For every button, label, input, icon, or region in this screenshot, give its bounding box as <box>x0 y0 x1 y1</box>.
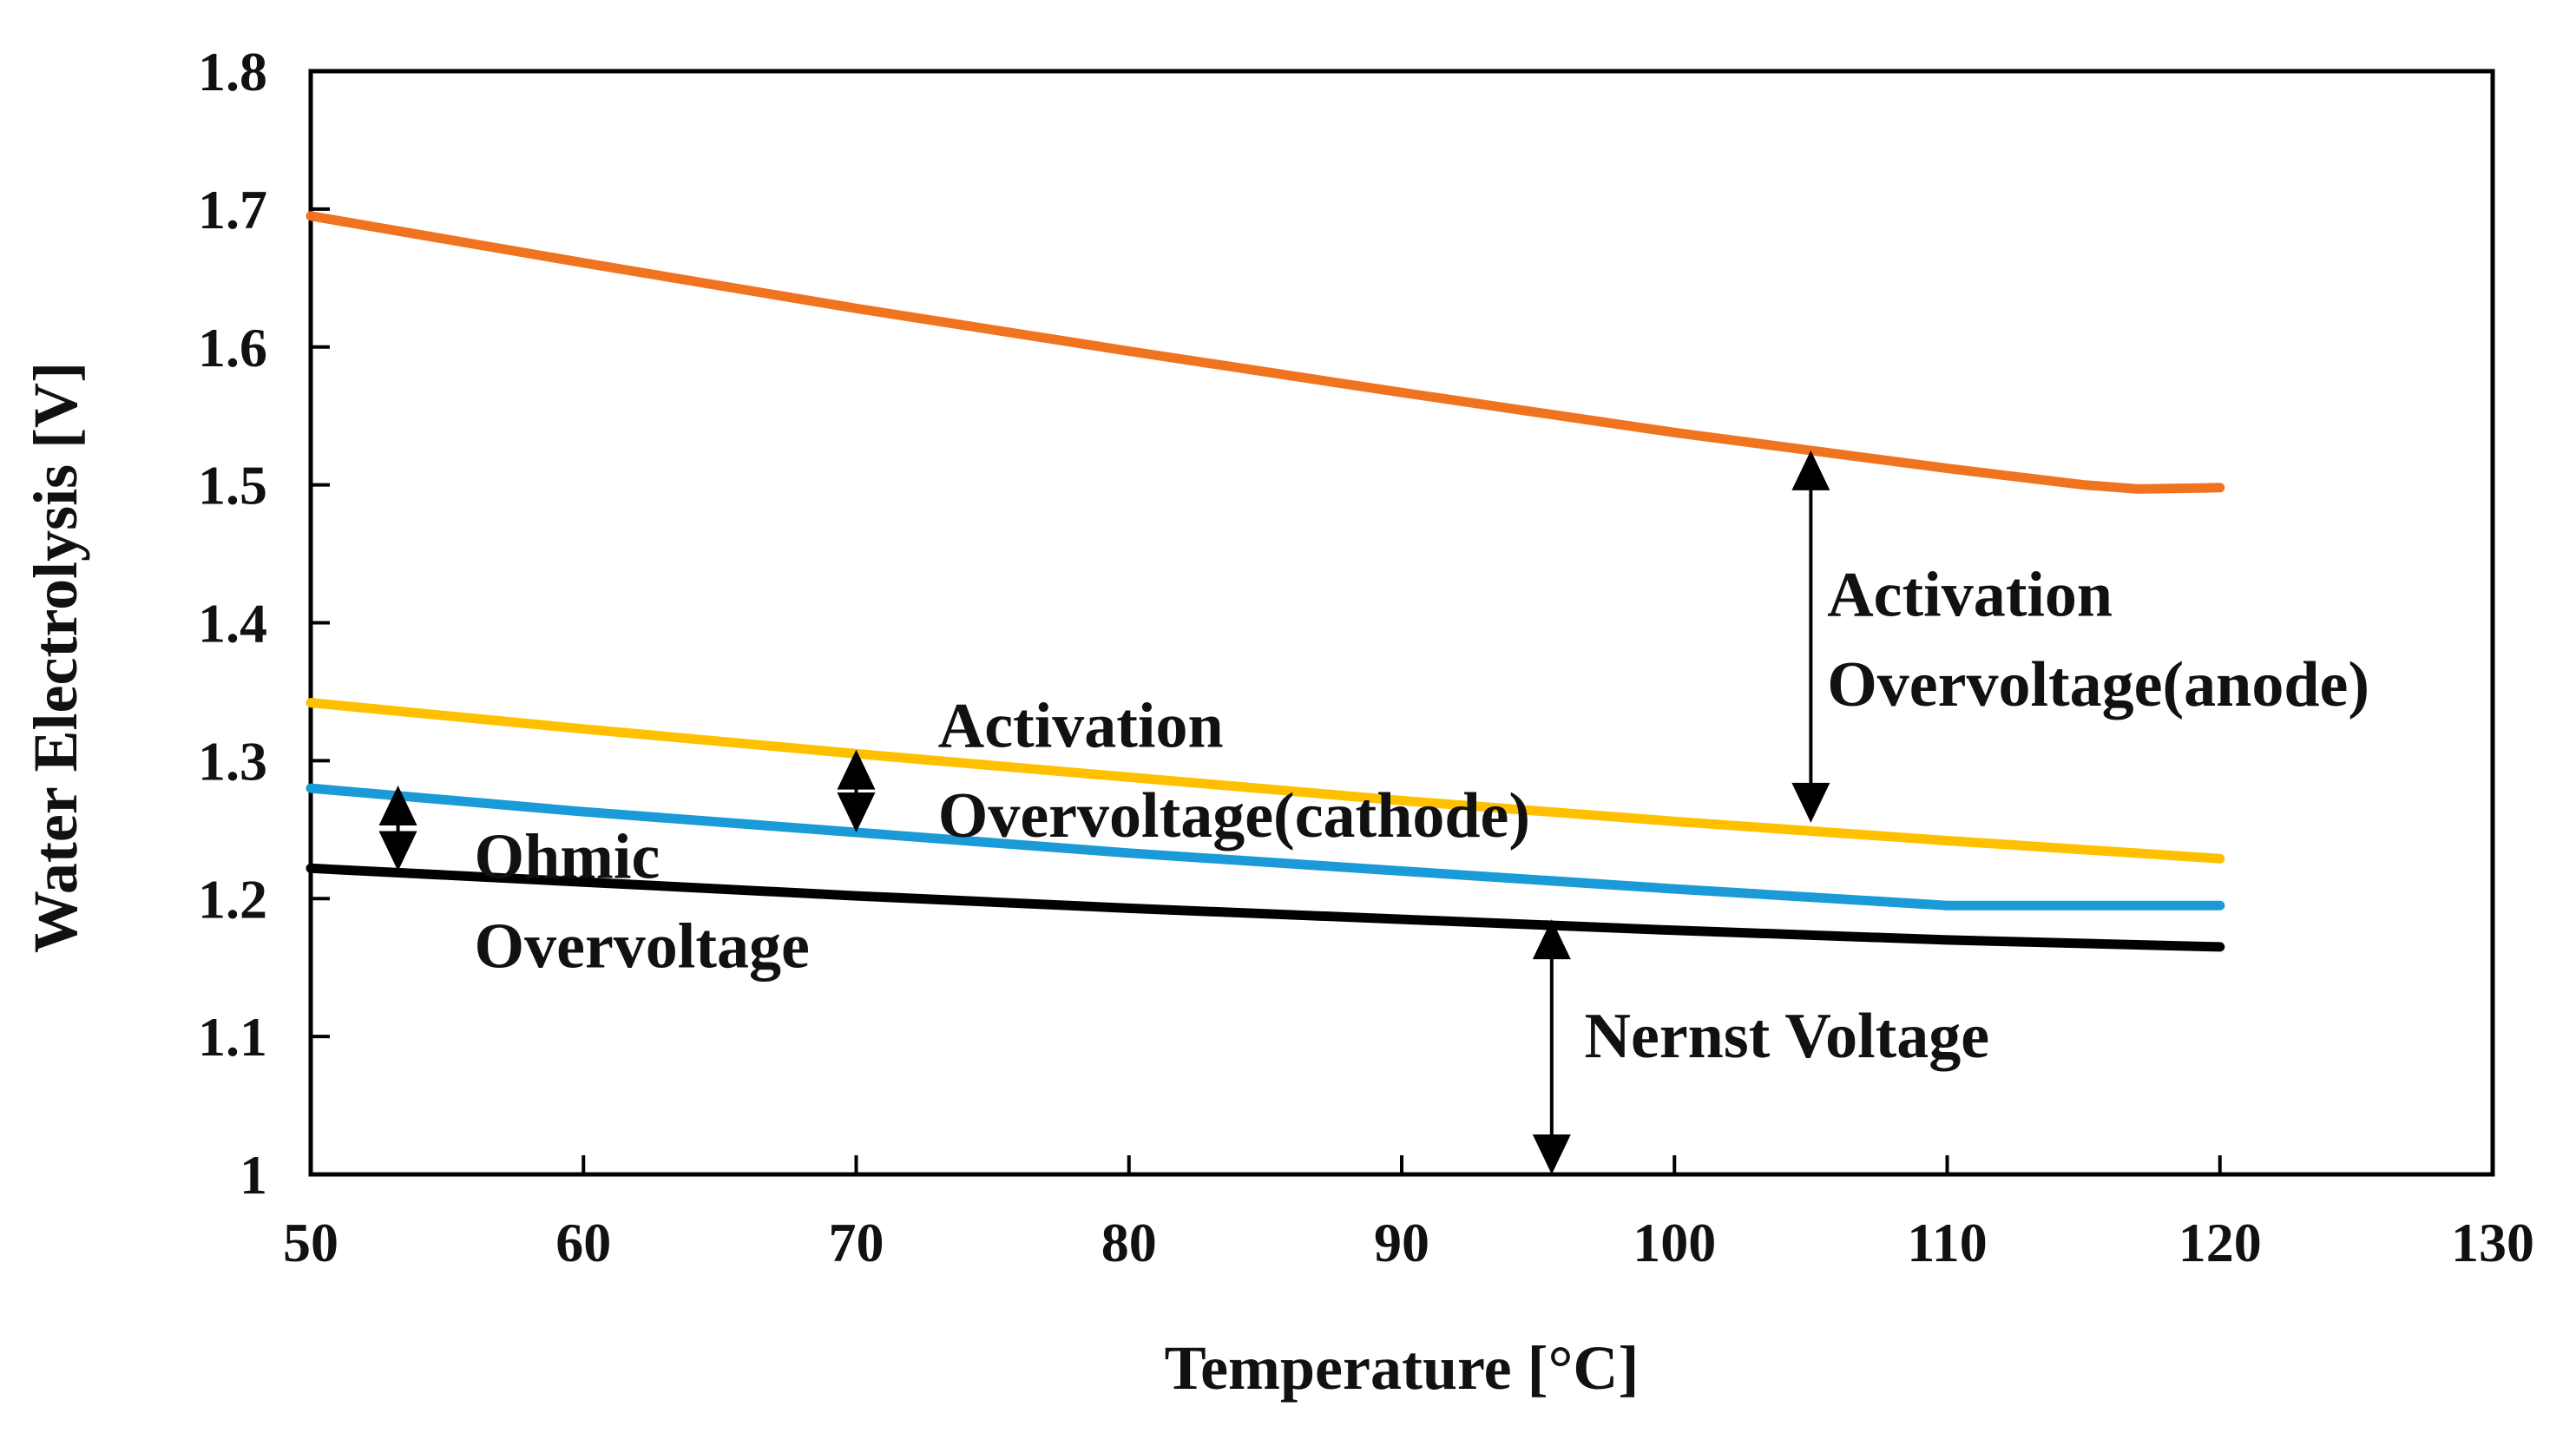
ohmic-annotation-label: Overvoltage <box>475 911 810 983</box>
x-axis-title: Temperature [°C] <box>1165 1333 1640 1403</box>
nernst-arrow-head-down <box>1532 1134 1571 1174</box>
y-tick-label: 1.8 <box>198 41 267 102</box>
x-tick-label: 110 <box>1907 1212 1987 1273</box>
x-tick-label: 70 <box>829 1212 884 1273</box>
anode-arrow-head-up <box>1791 450 1830 490</box>
x-tick-label: 130 <box>2451 1212 2534 1273</box>
x-tick-label: 90 <box>1374 1212 1429 1273</box>
ohmic-arrow-head-up <box>378 785 417 825</box>
anode-arrow-head-down <box>1791 782 1830 823</box>
cathode-arrow-head-up <box>837 749 876 790</box>
series-line-3 <box>306 863 2225 952</box>
y-tick-label: 1.2 <box>198 868 267 930</box>
ohmic-arrow-head-down <box>378 831 417 871</box>
y-axis-title: Water Electrolysis [V] <box>21 362 90 953</box>
series-line-1 <box>306 698 2225 864</box>
x-tick-label: 50 <box>283 1212 338 1273</box>
cathode-annotation-label: Overvoltage(cathode) <box>938 780 1530 852</box>
nernst-arrow-head-up <box>1532 919 1571 960</box>
annotation-layer: Activation Overvoltage(anode) Activation Ov… <box>378 450 2369 1174</box>
cathode-arrow-head-down <box>837 792 876 832</box>
nernst-annotation-label: Nernst Voltage <box>1585 1001 1990 1072</box>
y-tick-label: 1.1 <box>198 1006 267 1068</box>
x-tick-label: 120 <box>2178 1212 2262 1273</box>
y-tick-label: 1.6 <box>198 317 267 378</box>
x-tick-label: 80 <box>1101 1212 1157 1273</box>
tick-layer: 50 60 70 80 90 100 110 120 130 1 1.1 1.2 1.3 1.4 1.5 1.… <box>198 41 2534 1273</box>
x-tick-label: 100 <box>1633 1212 1716 1273</box>
y-tick-label: 1.7 <box>198 179 267 240</box>
y-tick-label: 1.3 <box>198 730 267 792</box>
ohmic-annotation-label: Ohmic <box>475 821 660 892</box>
anode-annotation-label: Activation <box>1827 560 2113 631</box>
y-tick-label: 1.4 <box>198 593 267 654</box>
anode-annotation-label: Overvoltage(anode) <box>1827 649 2369 720</box>
y-tick-label: 1.5 <box>198 455 267 516</box>
x-tick-label: 60 <box>555 1212 611 1273</box>
cathode-annotation-label: Activation <box>938 690 1224 761</box>
plot-area <box>308 69 2495 1177</box>
y-tick-label: 1 <box>240 1144 267 1206</box>
series-line-2 <box>306 783 2225 911</box>
series-line-0 <box>306 211 2225 494</box>
series-layer <box>306 211 2225 952</box>
